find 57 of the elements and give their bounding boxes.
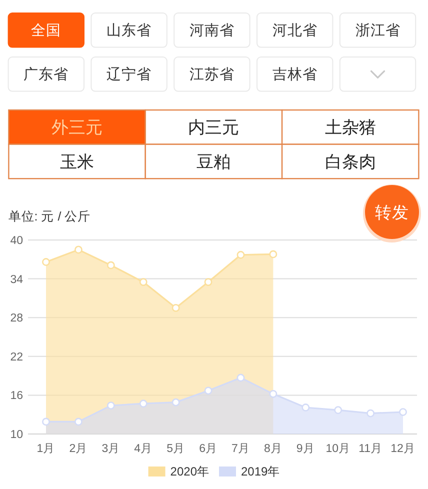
x-tick-label: 3月	[102, 442, 120, 456]
point	[74, 246, 82, 254]
x-tick-label: 10月	[326, 442, 350, 456]
control-button: 吉林省	[256, 56, 334, 92]
y-tick-label: 10	[10, 429, 23, 442]
x-tick-label: 5月	[166, 442, 186, 456]
x-tick-label: 4月	[134, 442, 153, 456]
control-tab: 豆粕	[144, 144, 283, 180]
legend-label: 2019年	[241, 464, 280, 479]
y-tick-label: 34	[10, 274, 24, 286]
control-tab: 外三元	[8, 109, 146, 145]
x-tick-label: 8月	[264, 442, 282, 456]
point	[42, 418, 50, 426]
control-button: 浙江省	[339, 12, 416, 48]
point	[302, 404, 310, 412]
control-button: 山东省	[90, 12, 168, 48]
point	[139, 278, 148, 286]
point	[334, 406, 342, 414]
control-tab: 土杂猪	[281, 109, 420, 145]
point	[172, 398, 180, 406]
point	[269, 250, 278, 258]
point	[236, 250, 245, 259]
point	[204, 386, 212, 395]
x-tick-label: 2月	[69, 442, 88, 456]
control-button: 河北省	[256, 12, 334, 48]
point	[74, 418, 82, 426]
point	[42, 258, 50, 266]
point	[269, 390, 278, 398]
x-tick-label: 6月	[199, 442, 218, 456]
point	[106, 261, 115, 270]
x-tick-label: 12月	[390, 442, 416, 456]
y-tick-label: 16	[10, 390, 23, 402]
x-tick-label: 11月	[358, 442, 383, 456]
point	[204, 278, 212, 286]
legend-label: 2020年	[170, 464, 209, 479]
y-tick-label: 28	[10, 312, 23, 325]
point	[139, 400, 148, 408]
x-tick-label: 1月	[36, 442, 56, 456]
y-tick-label: 40	[10, 235, 23, 248]
control-button: 江苏省	[174, 56, 250, 92]
point	[172, 304, 180, 312]
point	[236, 374, 245, 382]
control-tab: 内三元	[144, 109, 283, 145]
point	[106, 402, 115, 410]
control-button: 广东省	[8, 56, 84, 92]
control-tab: 白条肉	[281, 144, 420, 180]
control-button: 辽宁省	[90, 56, 168, 92]
x-tick-label: 9月	[296, 442, 315, 456]
control-share-button: 转发	[363, 184, 421, 242]
control-tab: 玉米	[8, 144, 146, 180]
x-tick-label: 7月	[232, 442, 250, 456]
control-button: 河南省	[174, 12, 250, 48]
control-button: 全国	[8, 12, 84, 48]
y-axis-title: 单位: 元 / 公斤	[8, 209, 91, 224]
y-tick-label: 22	[10, 351, 23, 364]
point	[399, 408, 407, 416]
point	[366, 409, 374, 418]
